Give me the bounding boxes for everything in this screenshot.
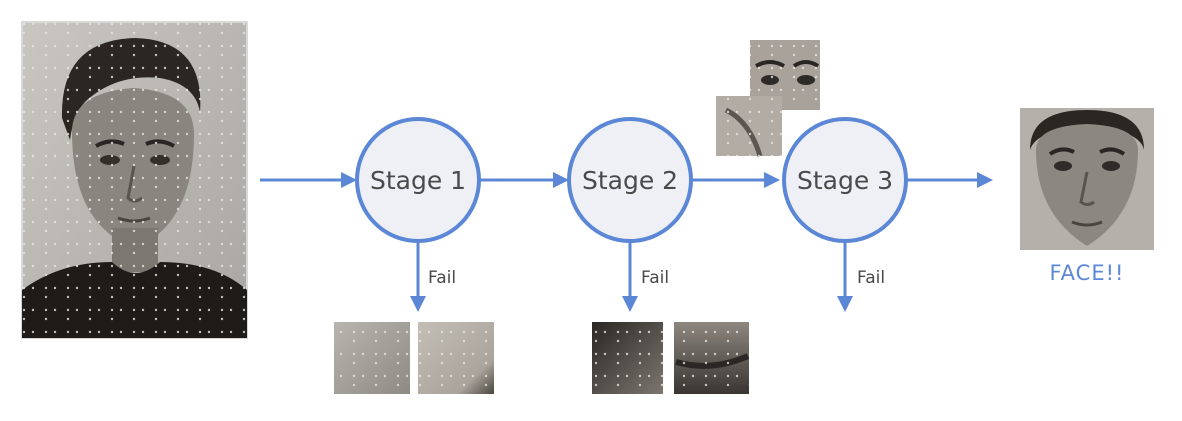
- fail-label-stage-3: Fail: [857, 268, 885, 288]
- rejected-patch-stage-2-b: [674, 322, 750, 394]
- eye-patch-lower: [716, 96, 782, 157]
- fail-label-stage-1: Fail: [428, 268, 456, 288]
- stage-2-label: Stage 2: [582, 166, 678, 195]
- fail-arrow-stage-2: Fail: [622, 241, 669, 312]
- arrow-input-to-stage-1: [260, 172, 357, 188]
- stage-3-node: Stage 3: [782, 117, 908, 243]
- input-portrait-image: [21, 21, 248, 339]
- rejected-patch-stage-1-a: [334, 322, 410, 394]
- result-label: FACE!!: [1050, 261, 1125, 285]
- arrow-stage-3-to-result: [907, 172, 993, 188]
- fail-label-stage-2: Fail: [641, 268, 669, 288]
- stage-1-label: Stage 1: [370, 166, 466, 195]
- rejected-patch-stage-1-b: [418, 322, 494, 394]
- arrow-stage-2-to-stage-3: [692, 172, 780, 188]
- stage-2-node: Stage 2: [567, 117, 693, 243]
- stage-3-label: Stage 3: [797, 166, 893, 195]
- fail-arrow-stage-3: Fail: [837, 241, 885, 312]
- fail-arrow-stage-1: Fail: [410, 241, 456, 312]
- detected-face-image: [1020, 108, 1154, 250]
- arrow-stage-1-to-stage-2: [480, 172, 569, 188]
- stage-1-node: Stage 1: [355, 117, 481, 243]
- rejected-patch-stage-2-a: [592, 322, 663, 394]
